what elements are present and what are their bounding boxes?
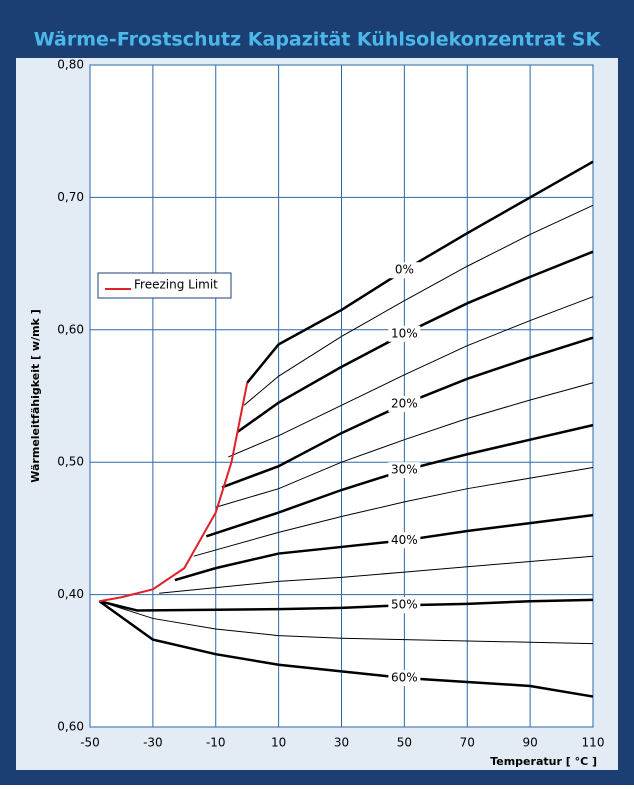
x-axis-label: Temperatur [ °C ] — [490, 755, 597, 768]
x-tick-label: 70 — [460, 736, 475, 750]
series-line — [174, 513, 594, 582]
x-tick-label: 30 — [334, 736, 349, 750]
series-line — [243, 204, 594, 406]
y-tick-label: 0,40 — [57, 587, 84, 601]
label-bg — [388, 325, 421, 342]
label-bg — [388, 262, 421, 279]
series-line — [98, 600, 594, 698]
y-tick-label: 0,70 — [57, 190, 84, 204]
series-line — [228, 296, 594, 458]
y-tick-label: 0,60 — [57, 322, 84, 336]
label-bg — [388, 532, 421, 549]
series-line — [215, 382, 594, 508]
x-tick-label: 10 — [271, 736, 286, 750]
x-tick-label: 50 — [397, 736, 412, 750]
label-bg — [388, 395, 421, 412]
series-line — [99, 598, 594, 612]
series-label: 20% — [391, 396, 418, 410]
label-bg — [388, 597, 421, 614]
legend-label: Freezing Limit — [134, 278, 218, 292]
series-label: 30% — [391, 463, 418, 477]
series-label: 50% — [391, 598, 418, 612]
series-line — [99, 600, 594, 645]
x-tick-label: -10 — [206, 736, 226, 750]
chart-title: Wärme-Frostschutz Kapazität Kühlsolekonz… — [34, 29, 602, 51]
series-label: 10% — [391, 326, 418, 340]
series-label: 40% — [391, 533, 418, 547]
y-tick-label: 0,60 — [57, 720, 84, 734]
x-tick-label: -50 — [80, 736, 100, 750]
label-bg — [388, 670, 421, 687]
series-line — [193, 467, 594, 557]
series-line — [159, 555, 594, 594]
series-label: 60% — [391, 671, 418, 685]
x-tick-label: -30 — [143, 736, 163, 750]
series-label: 0% — [395, 263, 414, 277]
x-tick-label: 90 — [522, 736, 537, 750]
y-axis-label: Wärmeleitfähigkeit [ w/mk ] — [29, 309, 42, 482]
series-line — [99, 382, 249, 603]
label-bg — [388, 462, 421, 479]
legend-box — [97, 272, 232, 299]
x-tick-label: 110 — [582, 736, 605, 750]
y-tick-label: 0,80 — [57, 58, 84, 72]
y-tick-label: 0,50 — [57, 455, 84, 469]
